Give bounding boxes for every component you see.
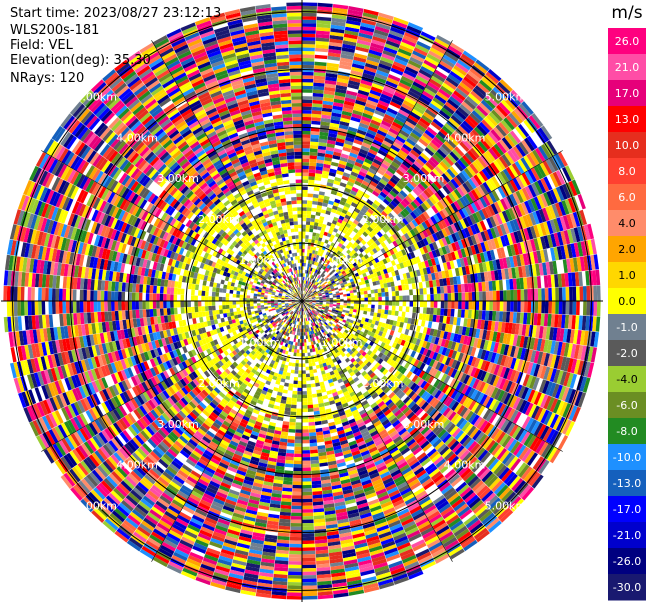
colorbar-tick-label: 26.0 xyxy=(615,35,640,48)
range-ring-label: 4.00km xyxy=(444,131,486,144)
colorbar-swatch xyxy=(608,444,646,471)
elevation-text: Elevation(deg): 35.30 xyxy=(10,53,151,68)
range-rings: 1.00km 1.00km 1.00km 1.00km 2.00km 2.00km 2.00… xyxy=(1,0,603,602)
colorbar-tick-label: 6.0 xyxy=(618,191,636,204)
colorbar-tick-label: -26.0 xyxy=(613,555,641,568)
colorbar-tick-label: -21.0 xyxy=(613,529,641,542)
colorbar-tick-label: -6.0 xyxy=(616,399,637,412)
colorbar-tick-label: -4.0 xyxy=(616,373,637,386)
range-ring-label: 3.00km xyxy=(157,418,199,431)
colorbar-swatch xyxy=(608,340,646,367)
range-ring-label: 3.00km xyxy=(157,172,199,185)
colorbar-swatch xyxy=(608,418,646,445)
colorbar-swatch xyxy=(608,262,646,289)
colorbar-swatch xyxy=(608,392,646,419)
radar-name-text: WLS200s-181 xyxy=(10,23,100,38)
colorbar-swatch xyxy=(608,548,646,575)
colorbar-swatch xyxy=(608,184,646,211)
colorbar-tick-label: 17.0 xyxy=(615,87,640,100)
colorbar-tick-label: -1.0 xyxy=(616,321,637,334)
colorbar-swatch xyxy=(608,314,646,341)
colorbar-swatch xyxy=(608,236,646,263)
colorbar-swatch xyxy=(608,54,646,81)
range-ring-label: 4.00km xyxy=(444,459,486,472)
azimuth-line xyxy=(41,150,563,452)
range-ring-label: 2.00km xyxy=(198,213,240,226)
colorbar-swatch xyxy=(608,28,646,55)
range-ring-label: 3.00km xyxy=(403,418,445,431)
range-ring-label: 4.00km xyxy=(116,131,158,144)
nrays-text: NRays: 120 xyxy=(10,71,85,86)
range-ring-label: 1.00km xyxy=(239,254,281,267)
range-ring-label: 5.00km xyxy=(485,500,527,513)
colorbar-tick-label: 4.0 xyxy=(618,217,636,230)
colorbar-tick-label: 21.0 xyxy=(615,61,640,74)
colorbar-swatch xyxy=(608,470,646,497)
colorbar-tick-label: 1.0 xyxy=(618,269,636,282)
colorbar-tick-label: 10.0 xyxy=(615,139,640,152)
velocity-cells xyxy=(3,2,601,600)
range-ring-label: 1.00km xyxy=(321,336,363,349)
range-ring-label: 2.00km xyxy=(198,377,240,390)
colorbar-swatch xyxy=(608,288,646,315)
range-ring-label: 5.00km xyxy=(485,90,527,103)
range-ring-label: 5.00km xyxy=(75,90,117,103)
colorbar-swatch xyxy=(608,574,646,601)
colorbar-tick-label: 8.0 xyxy=(618,165,636,178)
field-text: Field: VEL xyxy=(10,38,73,53)
colorbar-unit: m/s xyxy=(611,3,642,23)
range-ring-label: 2.00km xyxy=(362,213,404,226)
colorbar-swatch xyxy=(608,210,646,237)
colorbar-tick-label: -8.0 xyxy=(616,425,637,438)
colorbar-swatch xyxy=(608,158,646,185)
range-ring-label: 4.00km xyxy=(116,459,158,472)
colorbar-swatch xyxy=(608,106,646,133)
colorbar-tick-label: -10.0 xyxy=(613,451,641,464)
start-time-text: Start time: 2023/08/27 23:12:13 xyxy=(10,6,222,21)
range-ring-label: 1.00km xyxy=(239,336,281,349)
colorbar-tick-label: -13.0 xyxy=(613,477,641,490)
colorbar-tick-label: -17.0 xyxy=(613,503,641,516)
colorbar-tick-label: -30.0 xyxy=(613,581,641,594)
colorbar-swatch xyxy=(608,132,646,159)
colorbar-swatch xyxy=(608,80,646,107)
colorbar-tick-label: 2.0 xyxy=(618,243,636,256)
colorbar-swatch xyxy=(608,366,646,393)
range-ring-label: 3.00km xyxy=(403,172,445,185)
colorbar-tick-label: 13.0 xyxy=(615,113,640,126)
range-ring-label: 2.00km xyxy=(362,377,404,390)
range-ring-label: 1.00km xyxy=(321,254,363,267)
colorbar-tick-label: -2.0 xyxy=(616,347,637,360)
colorbar-tick-label: 0.0 xyxy=(618,295,636,308)
colorbar-swatch xyxy=(608,496,646,523)
range-ring-label: 5.00km xyxy=(75,500,117,513)
colorbar-swatch xyxy=(608,522,646,549)
